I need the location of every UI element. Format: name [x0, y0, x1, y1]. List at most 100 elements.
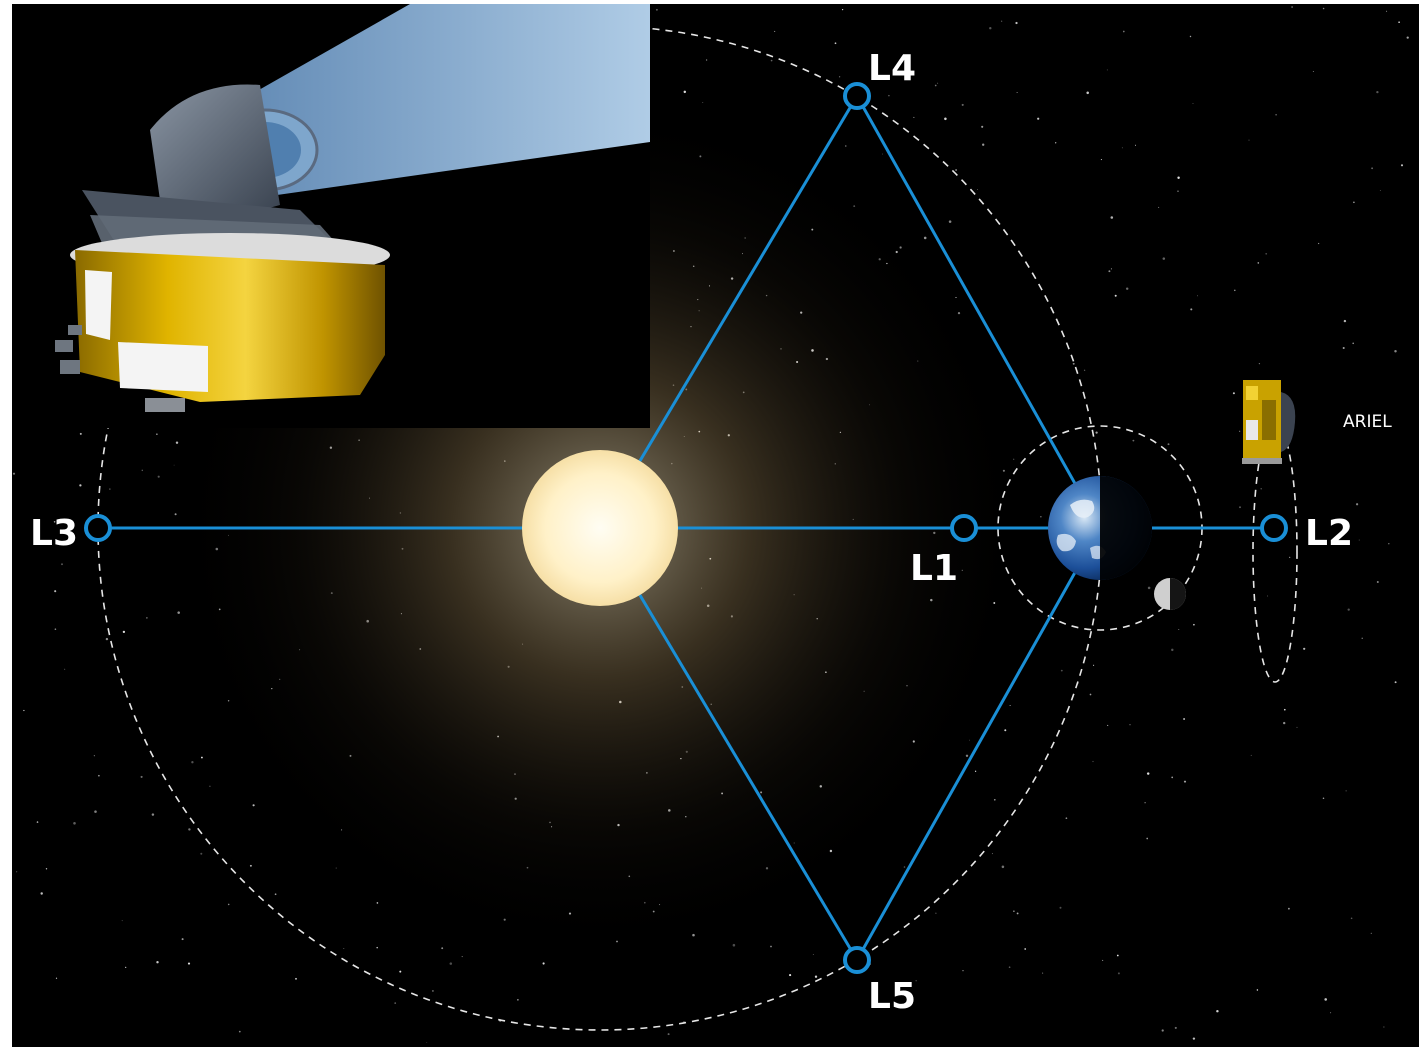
star	[175, 441, 179, 444]
star	[1258, 362, 1261, 365]
sun	[522, 450, 678, 606]
star	[1234, 289, 1236, 292]
star	[109, 488, 111, 490]
star	[1055, 142, 1057, 144]
l2-marker	[1260, 514, 1288, 542]
star	[1083, 369, 1086, 371]
star	[1110, 268, 1112, 270]
star	[1353, 201, 1355, 204]
star	[913, 116, 915, 118]
star	[944, 117, 947, 121]
star	[1361, 637, 1363, 639]
star	[962, 970, 964, 972]
star	[977, 189, 978, 191]
star	[141, 469, 144, 472]
line-l4-earth	[855, 95, 1102, 529]
star	[343, 948, 345, 949]
star	[79, 484, 82, 487]
star	[789, 974, 792, 977]
star	[1376, 581, 1379, 583]
star	[1322, 7, 1325, 10]
star	[1117, 972, 1120, 975]
star	[1146, 772, 1150, 775]
star	[1288, 907, 1290, 910]
star	[1291, 6, 1294, 8]
star	[376, 902, 379, 904]
star	[1167, 443, 1170, 446]
star	[1370, 932, 1372, 935]
star	[1250, 754, 1252, 756]
star	[1089, 693, 1092, 696]
star	[188, 828, 191, 831]
star	[1216, 1009, 1219, 1013]
star	[1122, 30, 1125, 33]
star	[1196, 295, 1198, 297]
star	[1125, 287, 1129, 290]
star	[1376, 90, 1379, 94]
l4-marker	[843, 82, 871, 110]
star	[1267, 595, 1269, 597]
star	[249, 864, 252, 867]
star	[200, 852, 203, 855]
star	[1232, 392, 1235, 395]
star	[1248, 139, 1250, 141]
star	[1239, 506, 1241, 509]
star	[1386, 10, 1388, 12]
star	[173, 464, 175, 466]
star	[1013, 910, 1015, 912]
star	[1330, 1012, 1332, 1014]
star	[1322, 797, 1325, 799]
star	[993, 798, 996, 801]
star	[1110, 216, 1114, 219]
star	[1158, 206, 1160, 208]
star	[1178, 629, 1180, 631]
star	[1108, 270, 1111, 273]
star	[122, 630, 126, 634]
l2-label: L2	[1305, 513, 1353, 554]
line-sun-l5	[598, 527, 859, 961]
star	[770, 59, 773, 62]
star	[36, 821, 39, 823]
star	[426, 1042, 428, 1043]
star	[1355, 503, 1359, 506]
star	[915, 980, 917, 982]
star	[1100, 159, 1102, 161]
star	[1347, 608, 1350, 611]
star	[181, 938, 184, 941]
star	[200, 756, 203, 759]
star	[12, 472, 16, 475]
star	[1312, 70, 1314, 72]
star	[1086, 91, 1089, 95]
star	[814, 975, 818, 978]
star	[93, 755, 95, 757]
star	[1371, 167, 1374, 170]
star	[61, 563, 63, 566]
star	[1183, 718, 1186, 720]
star	[955, 169, 957, 171]
star	[431, 989, 434, 992]
star	[1324, 998, 1327, 1001]
star	[1383, 1026, 1385, 1028]
star	[64, 668, 66, 670]
star	[156, 961, 159, 964]
star	[1132, 439, 1135, 442]
star	[295, 977, 297, 980]
star	[98, 774, 100, 777]
star	[903, 866, 906, 868]
star	[1256, 989, 1259, 991]
star	[1001, 865, 1005, 869]
star	[1260, 488, 1262, 490]
star	[461, 956, 463, 958]
star	[1239, 430, 1241, 432]
star	[55, 977, 58, 979]
star	[705, 59, 708, 61]
telescope-beam	[215, 4, 650, 196]
star	[974, 770, 977, 772]
star	[209, 785, 211, 788]
radiator-panel-front	[118, 342, 208, 392]
star	[1177, 190, 1179, 192]
star	[140, 775, 143, 778]
star	[125, 966, 127, 969]
star	[449, 962, 453, 965]
